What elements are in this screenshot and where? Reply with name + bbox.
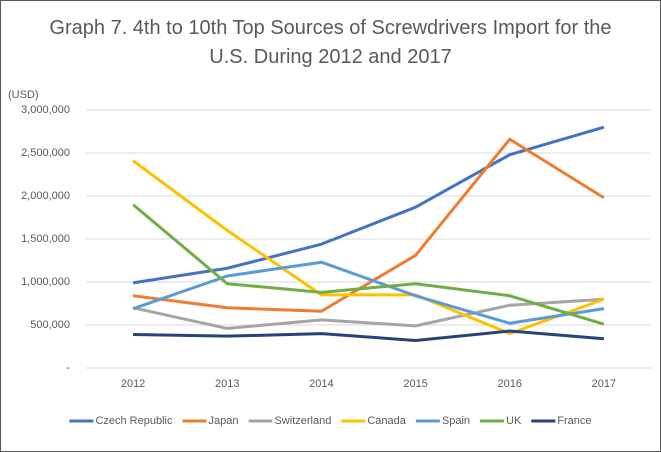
legend-label: UK: [506, 415, 522, 427]
series-line: [132, 203, 605, 326]
x-tick-label: 2014: [309, 378, 333, 390]
legend-label: France: [557, 415, 591, 427]
legend-label: Canada: [367, 415, 406, 427]
series-line: [132, 260, 605, 325]
legend-label: Czech Republic: [95, 415, 173, 427]
y-tick-label: 2,500,000: [21, 147, 70, 159]
series-line: [132, 159, 605, 336]
x-tick-label: 2012: [121, 378, 145, 390]
legend-label: Japan: [208, 415, 238, 427]
series-line: [132, 137, 605, 313]
x-tick-label: 2016: [498, 378, 522, 390]
y-tick-label: -: [66, 362, 70, 374]
legend-label: Switzerland: [274, 415, 331, 427]
series-line: [132, 297, 605, 330]
y-axis-label: (USD): [8, 89, 39, 101]
x-tick-label: 2013: [215, 378, 239, 390]
legend-label: Spain: [442, 415, 470, 427]
y-tick-label: 500,000: [30, 319, 70, 331]
y-tick-label: 2,000,000: [21, 190, 70, 202]
x-tick-label: 2017: [592, 378, 616, 390]
x-tick-label: 2015: [403, 378, 427, 390]
y-tick-label: 1,000,000: [21, 276, 70, 288]
chart-title: Graph 7. 4th to 10th Top Sources of Scre…: [49, 17, 612, 68]
series-line: [133, 329, 605, 342]
y-tick-label: 3,000,000: [21, 104, 70, 116]
y-tick-label: 1,500,000: [21, 233, 70, 245]
series-line: [132, 125, 605, 285]
